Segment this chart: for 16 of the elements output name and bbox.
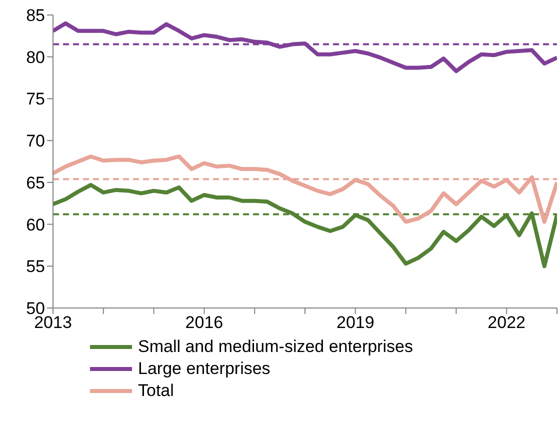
y-tick-label: 70 — [26, 132, 45, 151]
y-tick-label: 80 — [26, 48, 45, 67]
y-tick-label: 65 — [26, 173, 45, 192]
y-tick-label: 60 — [26, 215, 45, 234]
y-tick-label: 75 — [26, 90, 45, 109]
legend-label: Large enterprises — [138, 359, 270, 379]
x-tick-label: 2013 — [34, 313, 72, 332]
line-series — [53, 21, 557, 74]
y-tick-label: 55 — [26, 257, 45, 276]
legend-label: Total — [138, 381, 174, 401]
y-tick-label: 85 — [26, 6, 45, 26]
x-tick-label: 2022 — [488, 313, 526, 332]
line-series — [53, 154, 557, 224]
x-tick-label: 2016 — [185, 313, 224, 332]
legend-label: Small and medium-sized enterprises — [138, 337, 413, 357]
x-tick-label: 2019 — [336, 313, 374, 332]
